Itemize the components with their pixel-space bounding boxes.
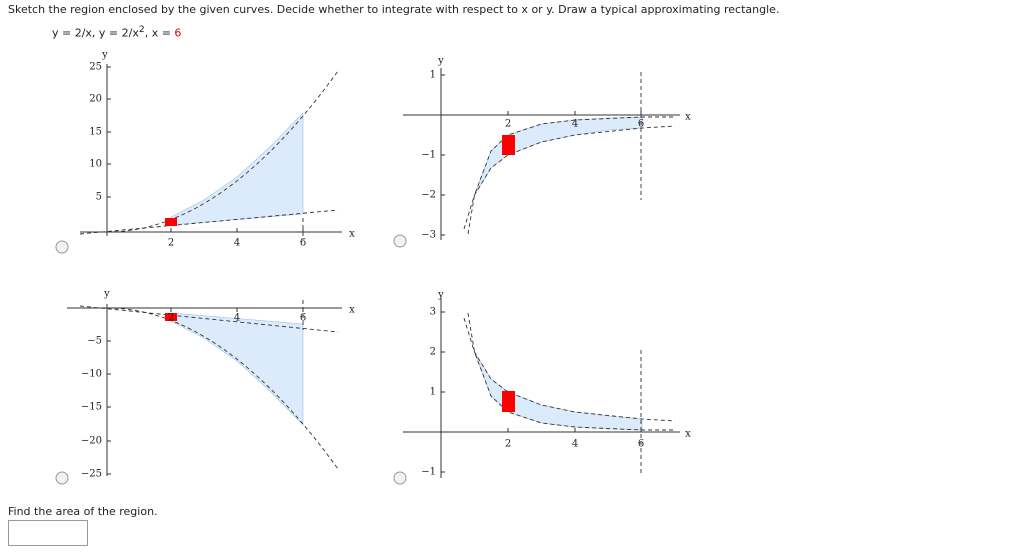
prompt: Find the area of the region. xyxy=(8,505,158,518)
question: Sketch the region enclosed by the given … xyxy=(8,3,780,16)
curve xyxy=(106,70,339,233)
x-tick-label: 6 xyxy=(300,238,306,249)
equation: y = 2/x, y = 2/x2, x = 6 xyxy=(52,24,181,40)
curve xyxy=(79,305,339,333)
y-tick-label: 5 xyxy=(96,192,102,203)
curve xyxy=(106,307,339,470)
region xyxy=(170,312,304,426)
curve xyxy=(467,312,675,431)
y-tick-label: −2 xyxy=(421,190,436,201)
y-tick-label: −20 xyxy=(81,436,102,447)
x-tick-label: 4 xyxy=(234,238,240,249)
plot: 25 20 15 10 5 2 4 6 y x xyxy=(55,50,355,254)
equation-part: , x = xyxy=(144,26,175,40)
x-axis-label: x xyxy=(349,229,355,240)
y-tick-label: −1 xyxy=(421,150,436,161)
x-axis-label: x xyxy=(349,305,355,316)
y-tick-label: 3 xyxy=(430,307,436,318)
approx-rectangle xyxy=(165,218,177,226)
equation-part: 6 xyxy=(174,26,182,40)
y-tick-label: −1 xyxy=(421,467,436,478)
plot: 1 −1 −2 −3 2 4 6 y x xyxy=(393,56,691,248)
ticks xyxy=(107,308,304,475)
approx-rectangle xyxy=(502,135,515,155)
x-tick-label: 2 xyxy=(505,439,511,450)
y-tick-label: −10 xyxy=(81,369,102,380)
x-axis-label: x xyxy=(685,429,691,440)
x-tick-label: 2 xyxy=(168,238,174,249)
y-tick-label: −25 xyxy=(81,469,102,480)
y-tick-label: −15 xyxy=(81,402,102,413)
y-tick-label: 20 xyxy=(89,94,102,105)
y-tick-label: −5 xyxy=(87,336,102,347)
y-tick-label: 10 xyxy=(89,159,102,170)
y-tick-label: −3 xyxy=(421,230,436,241)
x-tick-label: 6 xyxy=(300,313,306,324)
y-tick-label: 1 xyxy=(430,70,436,81)
y-axis-label: y xyxy=(437,56,444,67)
exponent: 2 xyxy=(138,24,145,35)
y-tick-label: 25 xyxy=(89,62,102,73)
region xyxy=(474,116,643,196)
radio-button[interactable] xyxy=(393,234,407,248)
radio-button[interactable] xyxy=(55,471,69,485)
approx-rectangle xyxy=(502,391,515,412)
x-tick-label: 4 xyxy=(572,119,578,130)
region xyxy=(170,112,304,226)
options: 25 20 15 10 5 2 4 6 y x 1 −1 −2 −3 2 4 6… xyxy=(55,50,691,485)
x-tick-label: 4 xyxy=(234,313,240,324)
answer-input[interactable] xyxy=(8,520,88,546)
ticks xyxy=(441,311,642,473)
radio-button[interactable] xyxy=(55,240,69,254)
y-tick-label: 2 xyxy=(430,347,436,358)
approx-rectangle xyxy=(165,313,177,321)
plot: −5 −10 −15 −20 −25 2 4 6 y x xyxy=(55,289,355,485)
x-tick-label: 6 xyxy=(638,439,644,450)
x-axis-label: x xyxy=(685,112,691,123)
y-tick-label: 1 xyxy=(430,387,436,398)
x-tick-label: 2 xyxy=(168,313,174,324)
curve xyxy=(463,317,676,422)
x-tick-label: 6 xyxy=(638,119,644,130)
ticks xyxy=(441,74,642,236)
x-tick-label: 4 xyxy=(572,439,578,450)
curve xyxy=(467,116,675,235)
radio-button[interactable] xyxy=(393,471,407,485)
y-axis-label: y xyxy=(101,50,108,61)
equation-part: y = 2/x, y = 2/x xyxy=(52,26,139,40)
curve xyxy=(463,125,676,230)
x-tick-label: 2 xyxy=(505,119,511,130)
y-tick-label: 15 xyxy=(89,127,102,138)
ticks xyxy=(107,66,304,232)
plot: 3 2 1 −1 2 4 6 y x xyxy=(393,290,691,485)
region xyxy=(474,351,643,431)
curve xyxy=(79,209,339,235)
y-axis-label: y xyxy=(103,289,110,300)
y-axis-label: y xyxy=(437,290,444,301)
